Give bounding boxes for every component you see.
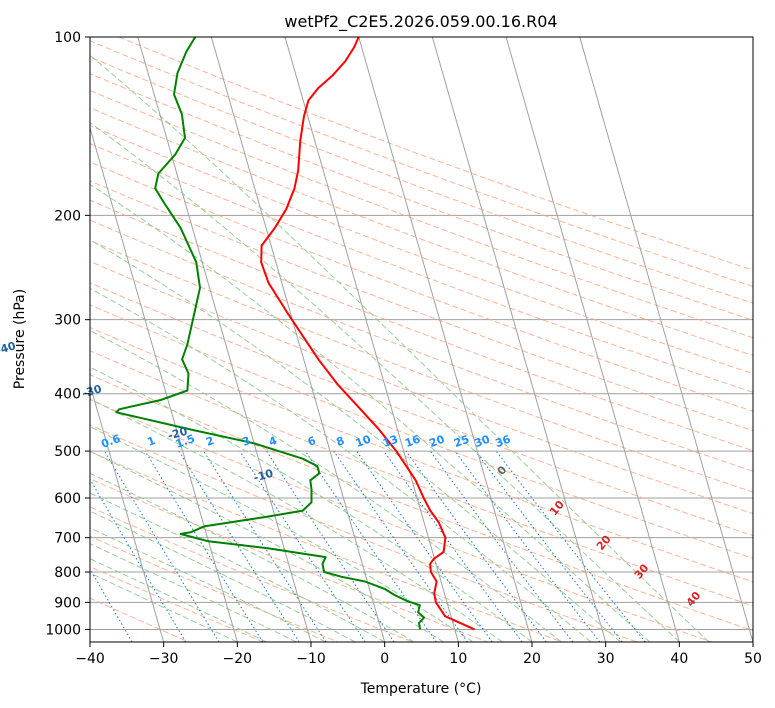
mixing-ratio-label: 1.5 [174,432,197,451]
dry-adiabat-line [90,350,753,607]
mixing-ratio-label: 8 [335,434,347,449]
mixing-ratio-label: 13 [381,433,400,450]
mixing-ratio-line [304,450,437,642]
y-tick-label: 900 [54,595,81,611]
temperature-profile-line [260,37,476,631]
dry-adiabat-line [90,260,753,515]
y-tick-label: 500 [54,444,81,460]
mixing-ratio-label: 36 [494,433,513,451]
mixing-ratio-label: 30 [473,433,492,451]
dry-adiabat-line [90,73,753,321]
mixing-ratio-label: 25 [452,433,471,450]
dry-adiabat-line [90,142,753,393]
dry-adiabat-line [90,219,753,472]
moist-adiabat-line [90,121,680,642]
mixing-ratio-line [383,450,523,642]
isotherm-line [210,37,386,642]
moist-adiabat-line [90,492,385,642]
mixing-ratio-line [144,450,264,642]
dry-adiabat-line [90,180,753,432]
x-axis-label: Temperature (°C) [360,681,482,697]
isotherm-label: -40 [0,339,18,357]
background-lines [90,37,753,642]
moist-adiabat-line [90,426,474,642]
y-tick-label: 700 [54,531,81,547]
y-tick-label: 300 [54,313,81,329]
x-tick-label: −30 [149,651,179,667]
y-tick-label: 600 [54,491,81,507]
mixing-ratio-line [178,450,300,642]
isotherm-line [579,37,753,642]
chart-title: wetPf2_C2E5.2026.059.00.16.R04 [284,12,557,32]
moist-adiabat-line [90,450,444,642]
mixing-ratio-label: 20 [427,433,446,451]
dry-adiabat-line [90,124,753,375]
mixing-ratio-label: 16 [403,433,422,451]
x-tick-label: 40 [670,651,688,667]
moist-adiabat-line [90,287,592,642]
mixing-ratio-label: 10 [354,433,373,451]
x-tick-label: −10 [296,651,326,667]
isotherm-label: -30 [80,382,103,400]
plot-background [90,37,753,642]
dry-adiabat-line [90,424,638,642]
moist-adiabat-line [90,398,503,642]
dry-adiabat-line [90,398,712,642]
mixing-ratio-line [239,450,366,642]
y-tick-label: 400 [54,387,81,403]
x-tick-label: 10 [449,651,467,667]
moist-adiabat-line [90,366,533,642]
isotherm-line [137,37,312,642]
mixing-ratio-label: 0.6 [99,432,122,451]
dry-adiabat-line [90,161,753,412]
mixing-ratio-label: 4 [267,434,279,449]
plot-frame [89,36,754,643]
moist-adiabat-line [90,472,415,642]
y-axis-label: Pressure (hPa) [12,289,28,389]
mixing-ratio-label: 3 [240,434,252,449]
dry-adiabat-line [90,89,753,339]
dry-adiabat-line [90,478,488,642]
moist-adiabat-line [90,572,238,642]
isotherm-line [505,37,680,642]
dry-adiabat-line [90,450,563,642]
isotherm-label: -10 [252,467,275,485]
dewpoint-profile-line [115,37,426,630]
isotherm-line [431,37,607,642]
mixing-ratio-line [203,450,327,642]
x-tick-label: 30 [597,651,615,667]
moist-adiabat-line [90,558,268,642]
moist-adiabat-line [90,329,562,642]
mixing-ratio-line [429,450,574,642]
y-tick-label: 200 [54,208,81,224]
isotherm-line [284,37,459,642]
moist-adiabat-line [90,543,297,642]
x-tick-label: 0 [380,651,389,667]
mixing-ratio-line [405,450,547,642]
dry-adiabat-line [90,304,753,559]
moist-adiabat-line [90,54,710,642]
y-tick-label: 100 [54,30,81,46]
x-tick-label: −20 [223,651,253,667]
moist-adiabat-line [90,239,621,642]
series-lines [115,37,476,631]
y-tick-label: 1000 [45,622,81,638]
dry-adiabat-line [90,597,189,642]
axis-ticks: −40 −30 −20 −10 0 10 20 30 40 5010020030040050060… [45,30,762,667]
dry-adiabat-line [90,56,753,304]
mixing-ratio-label: 6 [306,434,318,449]
dry-adiabat-line [90,239,753,493]
isotherm-line [90,383,165,642]
mixing-ratio-line [104,450,220,642]
mixing-ratio-label: 2 [204,434,216,449]
isotherm-label: -20 [166,425,189,443]
dry-adiabat-line [90,506,414,642]
x-tick-label: 50 [744,651,762,667]
isotherm-line [358,37,533,642]
x-tick-label: −40 [75,651,105,667]
y-tick-label: 800 [54,565,81,581]
x-tick-label: 20 [523,651,541,667]
mixing-ratio-label: 1 [146,434,158,449]
